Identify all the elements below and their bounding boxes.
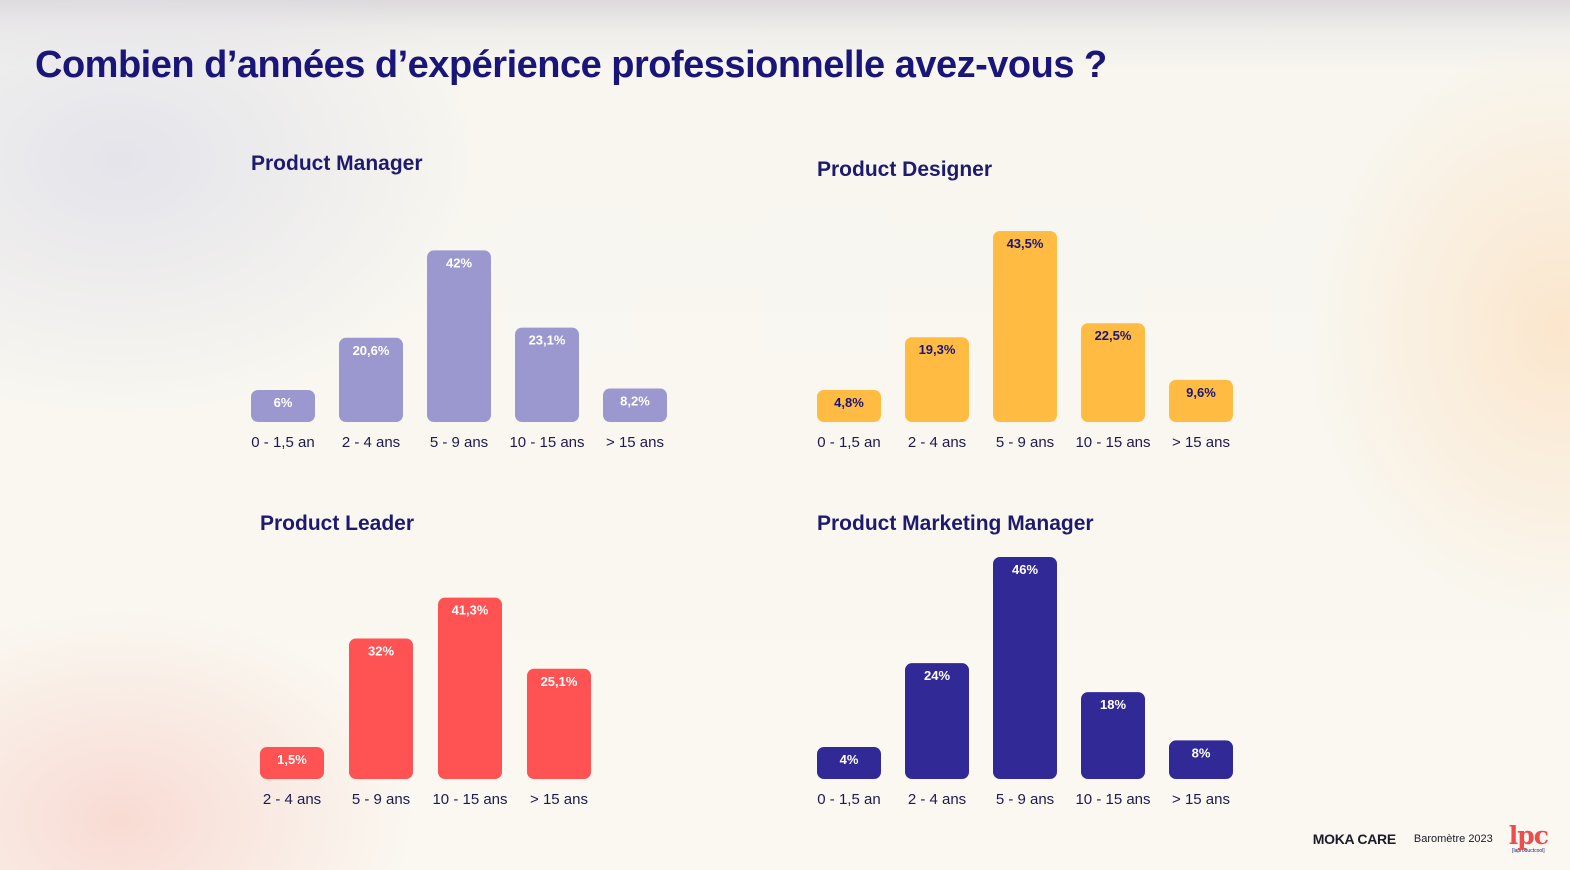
category-label: > 15 ans <box>1172 434 1230 451</box>
category-label: 10 - 15 ans <box>432 791 507 808</box>
bar-chart-product-marketing-manager: 4% 0 - 1,5 an 24% 2 - 4 ans 46% 5 - 9 ans 18% 1… <box>817 557 1233 808</box>
bar <box>603 388 667 422</box>
bar-value-label: 32% <box>368 643 394 658</box>
footer-caption: Baromètre 2023 <box>1413 832 1493 845</box>
bar-value-label: 8% <box>1192 745 1211 760</box>
category-label: 5 - 9 ans <box>430 434 488 451</box>
bar <box>1081 692 1145 779</box>
bar-chart-product-manager: 6% 0 - 1,5 an 20,6% 2 - 4 ans 42% 5 - 9 ans 23… <box>251 250 667 451</box>
bar-value-label: 8,2% <box>620 393 650 408</box>
chart-title: Product Designer <box>817 158 993 181</box>
bar-value-label: 20,6% <box>353 343 390 358</box>
category-label: > 15 ans <box>1172 791 1230 808</box>
bar-value-label: 46% <box>1012 562 1038 577</box>
chart-panel-product-marketing-manager: Product Marketing Manager 4% 0 - 1,5 an 24… <box>817 510 1237 820</box>
bar-value-label: 6% <box>274 395 293 410</box>
bar <box>527 668 591 779</box>
logo-text: lpc <box>1508 821 1549 850</box>
bar-value-label: 4% <box>840 752 859 767</box>
chart-panel-product-designer: Product Designer 4,8% 0 - 1,5 an 19,3% 2 - … <box>817 156 1237 460</box>
category-label: 2 - 4 ans <box>908 434 966 451</box>
chart-title: Product Marketing Manager <box>817 512 1094 535</box>
bar-value-label: 19,3% <box>919 342 956 357</box>
bar-value-label: 25,1% <box>541 674 578 689</box>
category-label: > 15 ans <box>530 791 588 808</box>
category-label: 0 - 1,5 an <box>251 434 314 451</box>
category-label: 0 - 1,5 an <box>817 791 880 808</box>
brand-logo: MOKA CARE <box>1312 830 1396 847</box>
bar <box>905 663 969 779</box>
chart-panel-product-leader: Product Leader 1,5% 2 - 4 ans 32% 5 - 9 ans… <box>260 510 600 820</box>
bar-value-label: 22,5% <box>1095 328 1132 343</box>
bar-value-label: 9,6% <box>1186 385 1216 400</box>
bar-value-label: 42% <box>446 255 472 270</box>
footer: MOKA CARE Baromètre 2023 lpc [laproductc… <box>1312 821 1549 854</box>
bar <box>515 327 579 422</box>
bar <box>905 337 969 422</box>
bar-value-label: 43,5% <box>1007 236 1044 251</box>
logo-subtext: [laproductcool] <box>1512 848 1545 854</box>
bar-chart-product-leader: 1,5% 2 - 4 ans 32% 5 - 9 ans 41,3% 10 - 15 an… <box>260 597 591 808</box>
bar <box>251 390 315 422</box>
category-label: 5 - 9 ans <box>996 791 1054 808</box>
category-label: 10 - 15 ans <box>1075 434 1150 451</box>
category-label: 2 - 4 ans <box>263 791 321 808</box>
bar <box>260 747 324 779</box>
bar-value-label: 24% <box>924 668 950 683</box>
bar <box>339 337 403 422</box>
lpc-logo: lpc [laproductcool] <box>1508 821 1549 854</box>
bar <box>993 230 1057 422</box>
bar-value-label: 41,3% <box>452 603 489 618</box>
category-label: 10 - 15 ans <box>509 434 584 451</box>
bar <box>427 250 491 422</box>
chart-title: Product Leader <box>260 512 415 535</box>
bar <box>1169 379 1233 422</box>
page-title: Combien d’années d’expérience profession… <box>35 44 1107 86</box>
bar-value-label: 18% <box>1100 697 1126 712</box>
category-label: 0 - 1,5 an <box>817 434 880 451</box>
bar <box>993 557 1057 779</box>
bar-value-label: 23,1% <box>529 333 566 348</box>
category-label: 5 - 9 ans <box>996 434 1054 451</box>
category-label: 2 - 4 ans <box>908 791 966 808</box>
bar-value-label: 4,8% <box>834 395 864 410</box>
bar <box>1169 740 1233 779</box>
bar-chart-product-designer: 4,8% 0 - 1,5 an 19,3% 2 - 4 ans 43,5% 5 - 9 a… <box>817 230 1233 451</box>
bar <box>817 390 881 422</box>
category-label: 2 - 4 ans <box>342 434 400 451</box>
category-label: > 15 ans <box>606 434 664 451</box>
bar <box>349 638 413 779</box>
bar <box>1081 323 1145 422</box>
bar <box>438 597 502 779</box>
category-label: 5 - 9 ans <box>352 791 410 808</box>
category-label: 10 - 15 ans <box>1075 791 1150 808</box>
bar <box>817 747 881 779</box>
bar-value-label: 1,5% <box>277 752 307 767</box>
chart-title: Product Manager <box>251 152 423 175</box>
chart-panel-product-manager: Product Manager 6% 0 - 1,5 an 20,6% 2 - 4 a… <box>251 150 671 460</box>
